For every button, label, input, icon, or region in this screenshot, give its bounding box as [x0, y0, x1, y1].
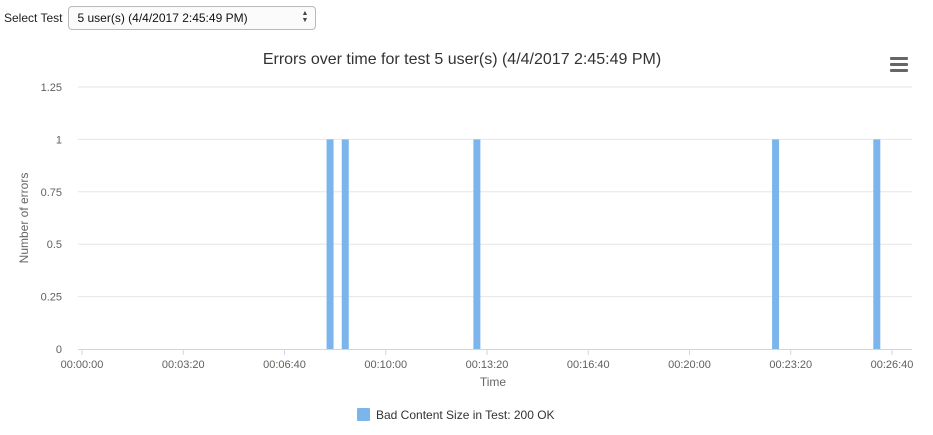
- error-bar[interactable]: [772, 139, 780, 349]
- error-bar[interactable]: [473, 139, 481, 349]
- y-tick-label: 1: [56, 134, 62, 146]
- select-test-dropdown[interactable]: 5 user(s) (4/4/2017 2:45:49 PM) ▲ ▼: [68, 6, 317, 30]
- x-tick-label: 00:06:40: [263, 359, 306, 371]
- x-axis-title: Time: [480, 375, 507, 389]
- error-bar[interactable]: [326, 139, 334, 349]
- y-tick-label: 0.75: [41, 187, 62, 199]
- error-bar[interactable]: [873, 139, 881, 349]
- x-tick-label: 00:10:00: [364, 359, 407, 371]
- legend-swatch: [357, 408, 370, 421]
- select-test-label: Select Test: [4, 11, 63, 25]
- y-tick-label: 1.25: [41, 82, 62, 94]
- select-test-row: Select Test 5 user(s) (4/4/2017 2:45:49 …: [4, 6, 317, 30]
- error-bar[interactable]: [341, 139, 349, 349]
- legend-label: Bad Content Size in Test: 200 OK: [376, 408, 555, 422]
- chart-title: Errors over time for test 5 user(s) (4/4…: [263, 51, 661, 68]
- x-tick-label: 00:23:20: [769, 359, 812, 371]
- x-tick-label: 00:20:00: [668, 359, 711, 371]
- x-tick-label: 00:16:40: [567, 359, 610, 371]
- y-tick-label: 0: [56, 344, 62, 356]
- chevron-updown-icon: ▲ ▼: [301, 10, 309, 24]
- y-tick-label: 0.5: [47, 239, 62, 251]
- chart-menu-icon[interactable]: [890, 57, 908, 72]
- select-test-value: 5 user(s) (4/4/2017 2:45:49 PM): [77, 11, 248, 25]
- x-tick-label: 00:00:00: [61, 359, 104, 371]
- legend[interactable]: Bad Content Size in Test: 200 OK: [357, 408, 555, 422]
- x-tick-label: 00:26:40: [871, 359, 914, 371]
- y-tick-label: 0.25: [41, 292, 62, 304]
- y-axis-title: Number of errors: [17, 173, 31, 264]
- x-tick-label: 00:13:20: [466, 359, 509, 371]
- x-tick-label: 00:03:20: [162, 359, 205, 371]
